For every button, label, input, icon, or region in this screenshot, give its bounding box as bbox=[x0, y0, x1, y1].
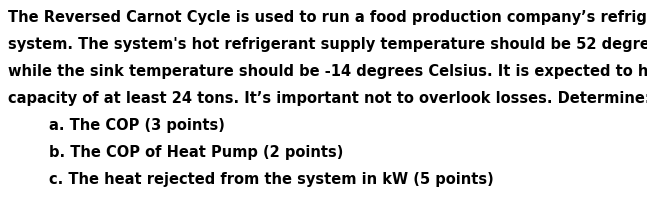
Text: a. The COP (3 points): a. The COP (3 points) bbox=[8, 118, 225, 133]
Text: system. The system's hot refrigerant supply temperature should be 52 degrees Cel: system. The system's hot refrigerant sup… bbox=[8, 37, 647, 52]
Text: capacity of at least 24 tons. It’s important not to overlook losses. Determine:: capacity of at least 24 tons. It’s impor… bbox=[8, 91, 647, 106]
Text: while the sink temperature should be -14 degrees Celsius. It is expected to have: while the sink temperature should be -14… bbox=[8, 64, 647, 79]
Text: b. The COP of Heat Pump (2 points): b. The COP of Heat Pump (2 points) bbox=[8, 145, 344, 160]
Text: c. The heat rejected from the system in kW (5 points): c. The heat rejected from the system in … bbox=[8, 172, 494, 187]
Text: The Reversed Carnot Cycle is used to run a food production company’s refrigerati: The Reversed Carnot Cycle is used to run… bbox=[8, 10, 647, 25]
